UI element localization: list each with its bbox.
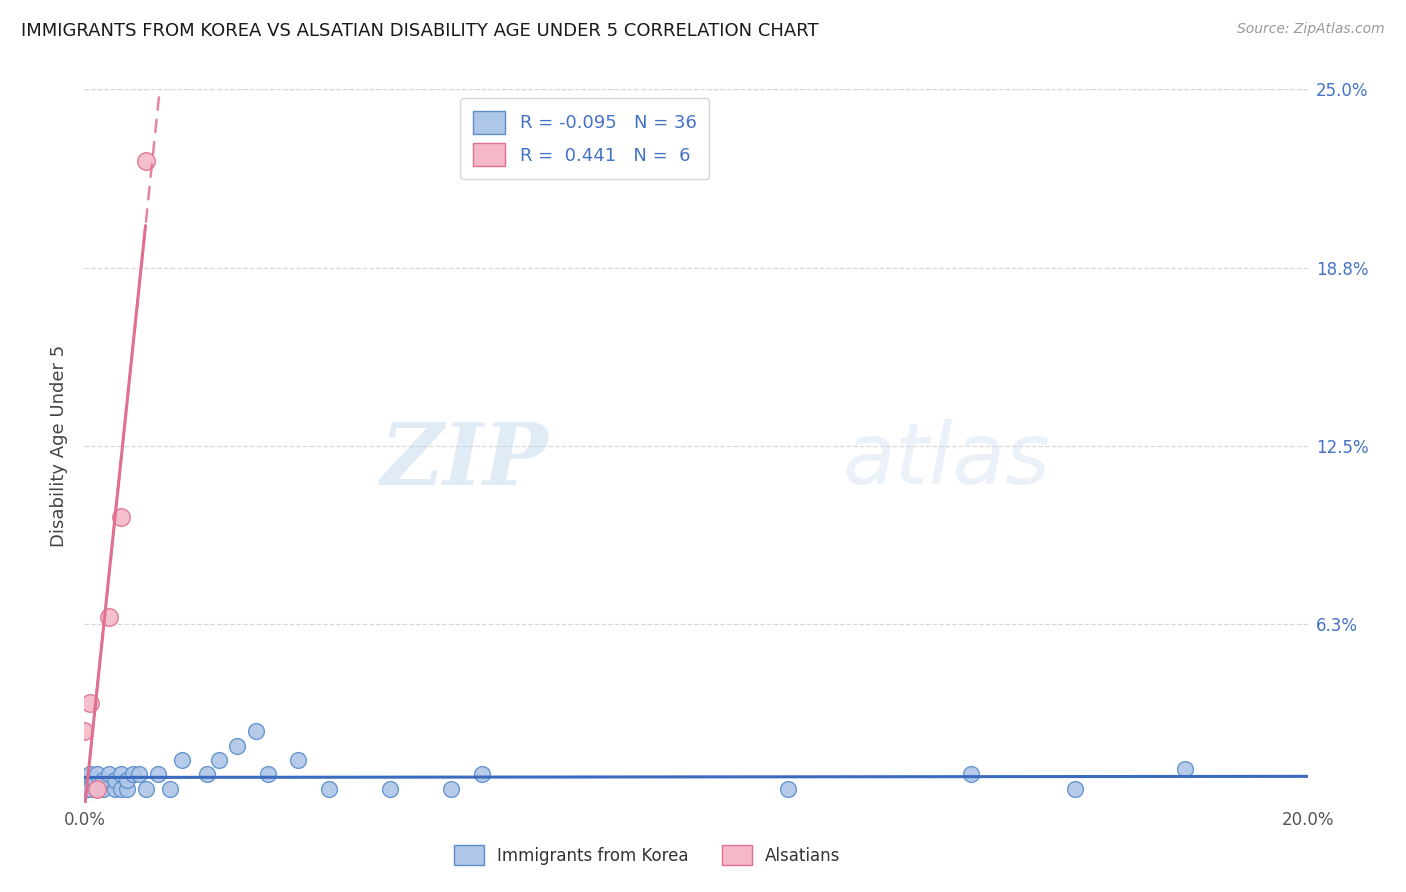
Point — [776, 781, 799, 796]
Point — [122, 767, 145, 781]
Point — [440, 781, 463, 796]
Point — [86, 767, 108, 781]
Point — [104, 772, 127, 787]
Point — [86, 781, 108, 796]
Legend: Immigrants from Korea, Alsatians: Immigrants from Korea, Alsatians — [446, 837, 849, 873]
Point — [172, 753, 194, 767]
Point — [110, 510, 132, 524]
Point — [97, 767, 120, 781]
Point — [287, 753, 309, 767]
Point — [146, 767, 169, 781]
Point — [226, 739, 249, 753]
Point — [1174, 762, 1197, 776]
Point — [245, 724, 267, 739]
Point — [79, 781, 101, 796]
Point — [208, 753, 231, 767]
Point — [128, 767, 150, 781]
Point — [159, 781, 181, 796]
Point — [960, 767, 983, 781]
Point — [380, 781, 402, 796]
Point — [97, 610, 120, 624]
Point — [110, 767, 132, 781]
Point — [79, 767, 101, 781]
Point — [110, 781, 132, 796]
Y-axis label: Disability Age Under 5: Disability Age Under 5 — [51, 345, 69, 547]
Text: IMMIGRANTS FROM KOREA VS ALSATIAN DISABILITY AGE UNDER 5 CORRELATION CHART: IMMIGRANTS FROM KOREA VS ALSATIAN DISABI… — [21, 22, 818, 40]
Point — [195, 767, 218, 781]
Point — [1064, 781, 1087, 796]
Point — [73, 724, 96, 739]
Point — [86, 781, 108, 796]
Point — [318, 781, 340, 796]
Text: atlas: atlas — [842, 418, 1050, 502]
Point — [471, 767, 494, 781]
Point — [73, 772, 96, 787]
Text: ZIP: ZIP — [381, 418, 550, 502]
Point — [115, 772, 138, 787]
Point — [135, 781, 157, 796]
Point — [135, 153, 157, 168]
Point — [115, 781, 138, 796]
Point — [76, 781, 98, 796]
Point — [104, 781, 127, 796]
Point — [79, 696, 101, 710]
Point — [83, 772, 105, 787]
Point — [257, 767, 280, 781]
Point — [91, 772, 114, 787]
Text: Source: ZipAtlas.com: Source: ZipAtlas.com — [1237, 22, 1385, 37]
Point — [91, 781, 114, 796]
